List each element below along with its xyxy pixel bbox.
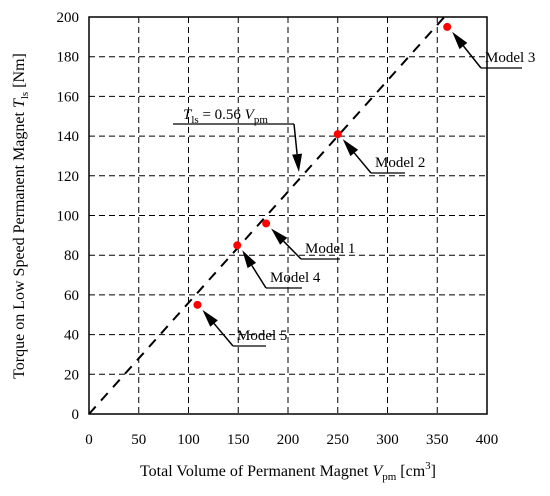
annotation-label: Model 4 — [270, 270, 321, 286]
y-tick-label: 160 — [57, 89, 80, 105]
annotation-arrow-arrowhead — [271, 228, 288, 245]
grid-lines — [89, 17, 487, 414]
x-tick-label: 50 — [131, 432, 146, 448]
annotation-arrow-arrowhead — [242, 250, 257, 269]
x-axis-label: Total Volume of Permanent Magnet Vpm [cm… — [140, 460, 436, 483]
y-tick-label: 0 — [72, 407, 80, 423]
y-tick-label: 140 — [57, 129, 80, 145]
fit-line-label: Tls = 0.56 Vpm — [183, 107, 268, 126]
y-tick-label: 120 — [57, 169, 80, 185]
x-tick-label: 300 — [376, 432, 399, 448]
annotation-arrow-arrowhead — [452, 31, 468, 50]
x-tick-labels: 0 50 100 150 200 250 300 350 400 — [85, 432, 498, 448]
annotation-label: Model 3 — [485, 50, 535, 66]
annotation-arrow-shaft — [353, 152, 372, 174]
x-tick-label: 250 — [327, 432, 350, 448]
data-points — [193, 22, 452, 309]
annotation-label: Model 5 — [237, 328, 287, 344]
x-tick-label: 400 — [476, 432, 499, 448]
y-tick-label: 100 — [57, 209, 80, 225]
annotation-arrow-arrowhead — [342, 139, 359, 157]
annotation-arrow-shaft — [462, 45, 482, 69]
data-point — [193, 300, 202, 309]
fit-line-arrow-shaft — [293, 123, 298, 155]
x-tick-label: 150 — [227, 432, 250, 448]
annotation-arrow-shaft — [251, 265, 267, 289]
y-tick-label: 180 — [57, 50, 80, 66]
x-tick-label: 200 — [277, 432, 300, 448]
y-tick-labels: 0 20 40 60 80 100 120 140 160 180 200 — [57, 10, 80, 423]
plot-frame — [88, 16, 488, 415]
x-tick-label: 0 — [85, 432, 93, 448]
y-tick-label: 20 — [64, 367, 79, 383]
y-axis-label: Torque on Low Speed Permanent Magnet Tls… — [11, 53, 31, 379]
annotation-label: Model 1 — [305, 241, 355, 257]
data-point — [443, 22, 452, 31]
x-tick-label: 350 — [426, 432, 449, 448]
y-tick-label: 60 — [64, 288, 79, 304]
annotation-arrow-shaft — [213, 323, 234, 347]
annotations: Model 1 Model 2 Model 3 Model 4 Model 5 Tls =… — [173, 31, 535, 347]
fit-line-arrow-arrowhead — [292, 153, 303, 173]
y-tick-label: 200 — [57, 10, 80, 26]
annotation-arrow-arrowhead — [202, 309, 218, 327]
y-tick-label: 40 — [64, 328, 79, 344]
annotation-arrow-shaft — [283, 240, 302, 260]
x-tick-label: 100 — [177, 432, 200, 448]
y-tick-label: 80 — [64, 248, 79, 264]
data-point — [333, 130, 342, 139]
data-point — [233, 241, 242, 250]
annotation-label: Model 2 — [375, 155, 425, 171]
data-point — [262, 219, 271, 228]
